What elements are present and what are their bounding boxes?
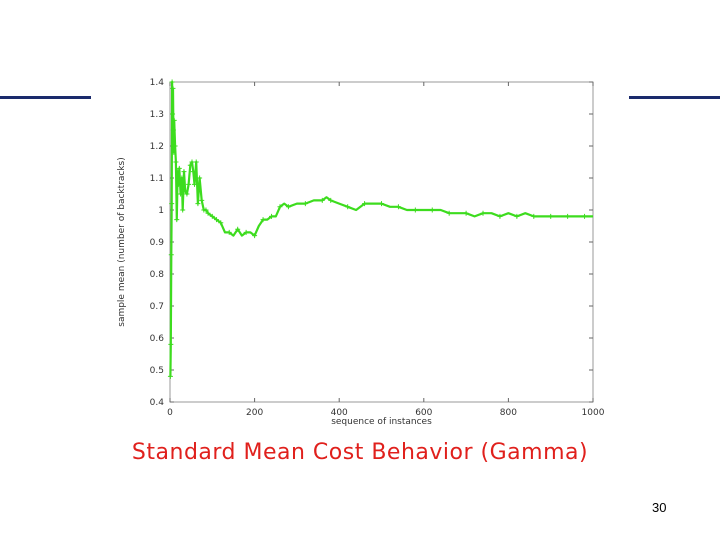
data-point — [209, 213, 215, 219]
right-header-rule — [629, 96, 720, 99]
y-tick-label: 1 — [158, 206, 164, 216]
data-point — [463, 210, 469, 216]
data-point — [548, 213, 554, 219]
data-point — [379, 201, 384, 207]
data-point — [167, 373, 173, 379]
data-point — [171, 149, 177, 155]
data-point — [189, 159, 195, 165]
data-point — [319, 197, 325, 203]
y-axis-label: sample mean (number of backtracks) — [117, 157, 127, 327]
plot-area-border — [169, 81, 594, 403]
data-point — [197, 175, 203, 181]
plot-frame — [169, 81, 594, 403]
data-point — [531, 213, 537, 219]
data-point — [170, 127, 176, 133]
data-point — [205, 210, 211, 216]
data-point — [277, 204, 283, 210]
data-point — [168, 341, 174, 347]
x-tick-label: 200 — [246, 408, 263, 418]
data-point — [186, 181, 192, 187]
data-point — [214, 217, 220, 223]
data-point — [497, 213, 503, 219]
data-point — [218, 220, 224, 226]
data-point — [176, 165, 182, 171]
data-point — [429, 207, 435, 213]
y-tick-label: 1.4 — [150, 78, 165, 88]
y-tick-label: 0.5 — [150, 366, 164, 376]
x-tick-label: 0 — [167, 408, 173, 418]
data-point — [362, 201, 368, 207]
data-point — [182, 188, 188, 194]
data-point — [181, 169, 187, 175]
page-number: 30 — [652, 500, 667, 515]
x-tick-label: 800 — [500, 408, 517, 418]
data-point — [395, 204, 401, 210]
y-tick-label: 1.2 — [150, 142, 164, 152]
data-point — [235, 226, 241, 232]
data-point — [170, 85, 176, 91]
y-tick-label: 1.3 — [150, 110, 164, 120]
data-point — [203, 207, 209, 213]
data-point — [252, 233, 258, 239]
data-point — [195, 201, 201, 207]
data-point — [179, 175, 185, 181]
y-tick-label: 0.9 — [150, 238, 165, 248]
data-point — [199, 197, 205, 203]
data-point — [180, 207, 186, 213]
data-point — [184, 191, 190, 197]
data-point — [302, 201, 308, 207]
data-point — [170, 111, 176, 117]
data-point — [169, 79, 175, 85]
data-point — [345, 204, 351, 210]
data-point — [190, 169, 196, 175]
data-point — [243, 229, 249, 235]
data-point — [269, 213, 275, 219]
data-point — [260, 217, 266, 223]
axis-ticks: 0.4 0.5 0.6 0.7 0.8 0.9 1 1.1 1.2 1.3 1.4 0 200 400 60… — [150, 78, 605, 418]
data-point — [514, 213, 520, 219]
series-line — [169, 80, 593, 377]
data-point — [480, 210, 486, 216]
x-tick-label: 1000 — [582, 408, 605, 418]
series-layer — [167, 79, 593, 379]
data-point — [169, 201, 175, 207]
x-tick-label: 400 — [331, 408, 348, 418]
data-point — [226, 229, 232, 235]
data-point — [172, 143, 178, 149]
data-point — [446, 210, 452, 216]
data-point — [187, 162, 193, 168]
x-tick-label: 600 — [415, 408, 432, 418]
y-tick-label: 0.6 — [150, 334, 165, 344]
data-point — [565, 213, 571, 219]
data-point — [192, 181, 198, 187]
data-point — [175, 181, 181, 187]
y-tick-label: 0.7 — [150, 302, 164, 312]
line-chart: 0.4 0.5 0.6 0.7 0.8 0.9 1 1.1 1.2 1.3 1.4 0 200 400 60… — [117, 78, 605, 427]
left-header-rule — [0, 96, 91, 99]
slide-caption: Standard Mean Cost Behavior (Gamma) — [131, 440, 589, 465]
y-tick-label: 0.4 — [150, 398, 165, 408]
axis-labels: sequence of instances sample mean (number… — [117, 157, 432, 427]
data-point — [178, 191, 184, 197]
data-point — [171, 117, 177, 123]
y-tick-label: 1.1 — [150, 174, 164, 184]
y-tick-label: 0.8 — [150, 270, 165, 280]
data-point — [168, 252, 174, 258]
data-point — [193, 159, 199, 165]
data-point — [285, 204, 291, 210]
x-axis-label: sequence of instances — [331, 417, 432, 427]
data-point — [412, 207, 418, 213]
data-point — [582, 213, 588, 219]
data-point — [328, 197, 334, 203]
data-point — [175, 169, 181, 175]
data-point — [174, 217, 180, 223]
data-point — [173, 159, 179, 165]
